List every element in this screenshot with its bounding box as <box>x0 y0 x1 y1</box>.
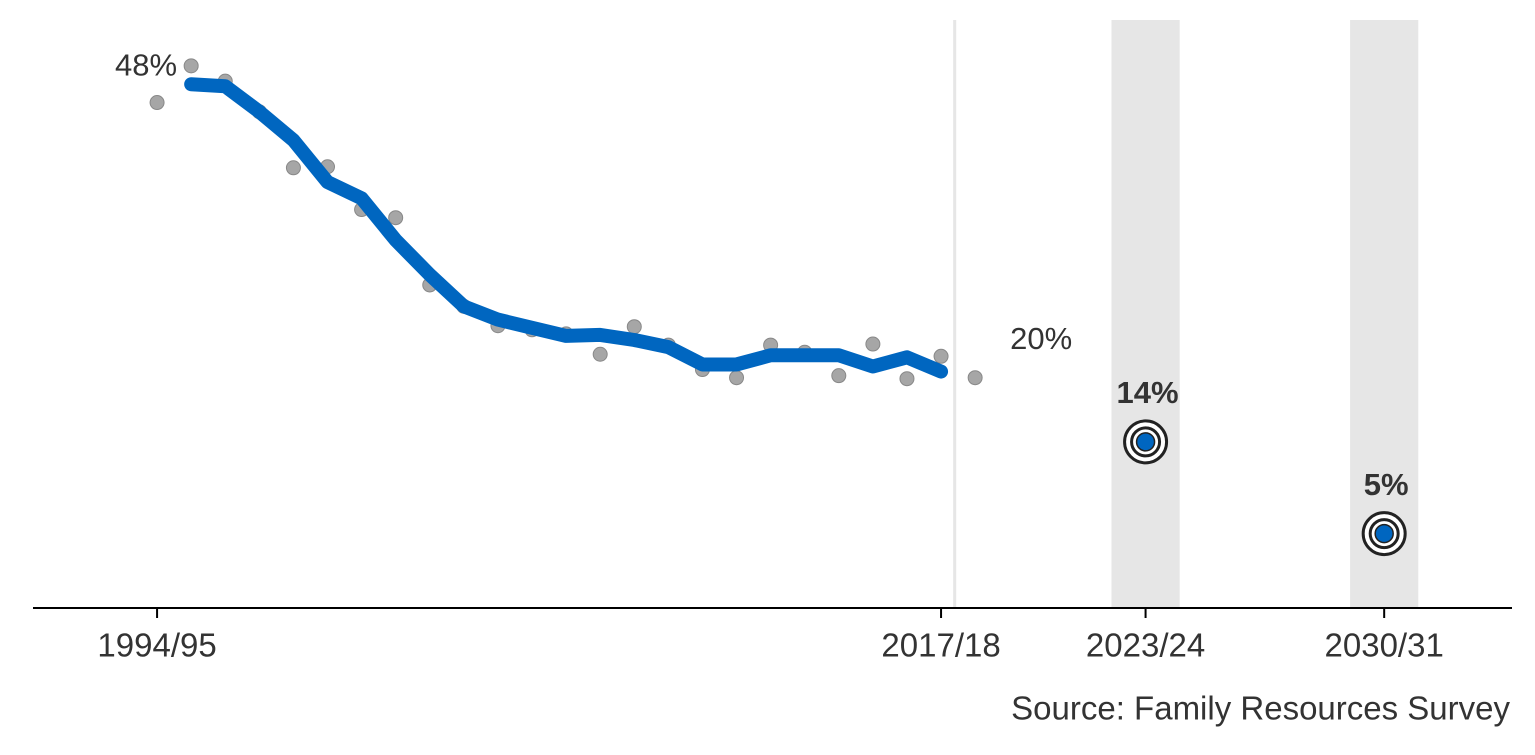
data-point <box>592 346 608 362</box>
target-label: 14% <box>1117 375 1179 410</box>
x-tick-label: 2023/24 <box>1086 627 1205 664</box>
data-point <box>183 58 199 74</box>
annotation: 20% <box>1010 321 1072 356</box>
source: Source: Family Resources Survey <box>1011 690 1510 727</box>
x-tick-label: 2030/31 <box>1325 627 1444 664</box>
data-point <box>865 336 881 352</box>
target-label: 5% <box>1364 467 1409 502</box>
x-tick-label: 1994/95 <box>97 627 216 664</box>
target-band <box>1350 20 1419 608</box>
annotation: 48% <box>115 48 177 83</box>
target-point <box>1374 523 1394 544</box>
data-point <box>831 368 847 384</box>
data-point <box>967 370 983 386</box>
data-point <box>149 95 165 111</box>
data-point <box>285 160 301 176</box>
trend-line <box>184 77 949 379</box>
x-tick-label: 2017/18 <box>881 627 1000 664</box>
data-point <box>933 348 949 364</box>
data-point <box>388 210 404 226</box>
data-point <box>729 370 745 386</box>
data-point <box>626 319 642 335</box>
target-point <box>1135 432 1156 452</box>
target-band <box>1111 20 1180 608</box>
data-point <box>899 371 915 387</box>
